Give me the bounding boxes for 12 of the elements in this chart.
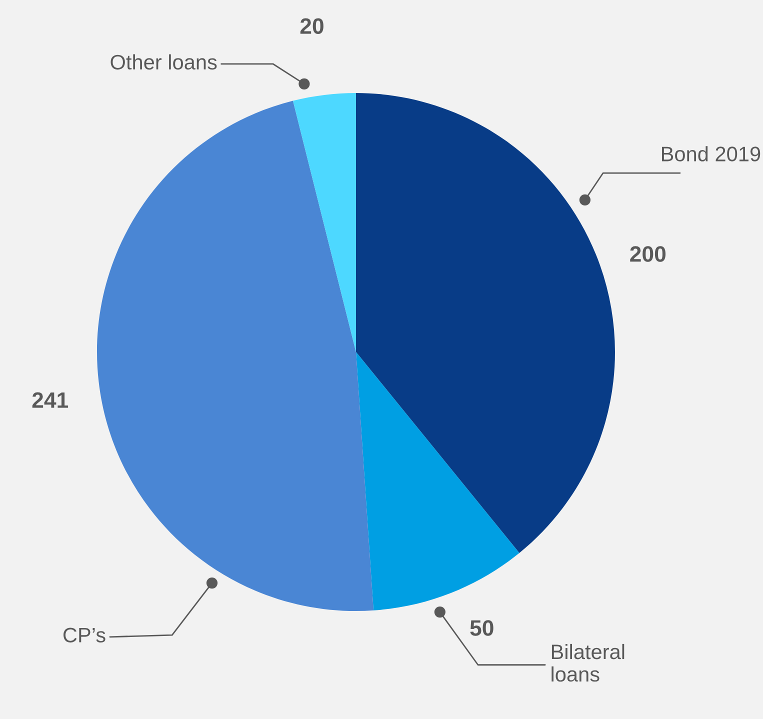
pie-slice — [292, 93, 356, 352]
slice-label: CP’s — [64, 628, 106, 642]
data-label: 50 — [470, 620, 494, 636]
slice-label: Other loans — [110, 54, 217, 70]
pie-slice — [356, 352, 520, 610]
pie-slice — [356, 93, 615, 553]
slice-label: Bilateral loans — [552, 644, 624, 682]
pie-slice — [97, 100, 374, 611]
data-label: 20 — [300, 18, 324, 34]
data-label: 200 — [630, 246, 666, 262]
slice-label: Bond 2019 — [662, 146, 760, 162]
data-label: 241 — [32, 392, 68, 408]
